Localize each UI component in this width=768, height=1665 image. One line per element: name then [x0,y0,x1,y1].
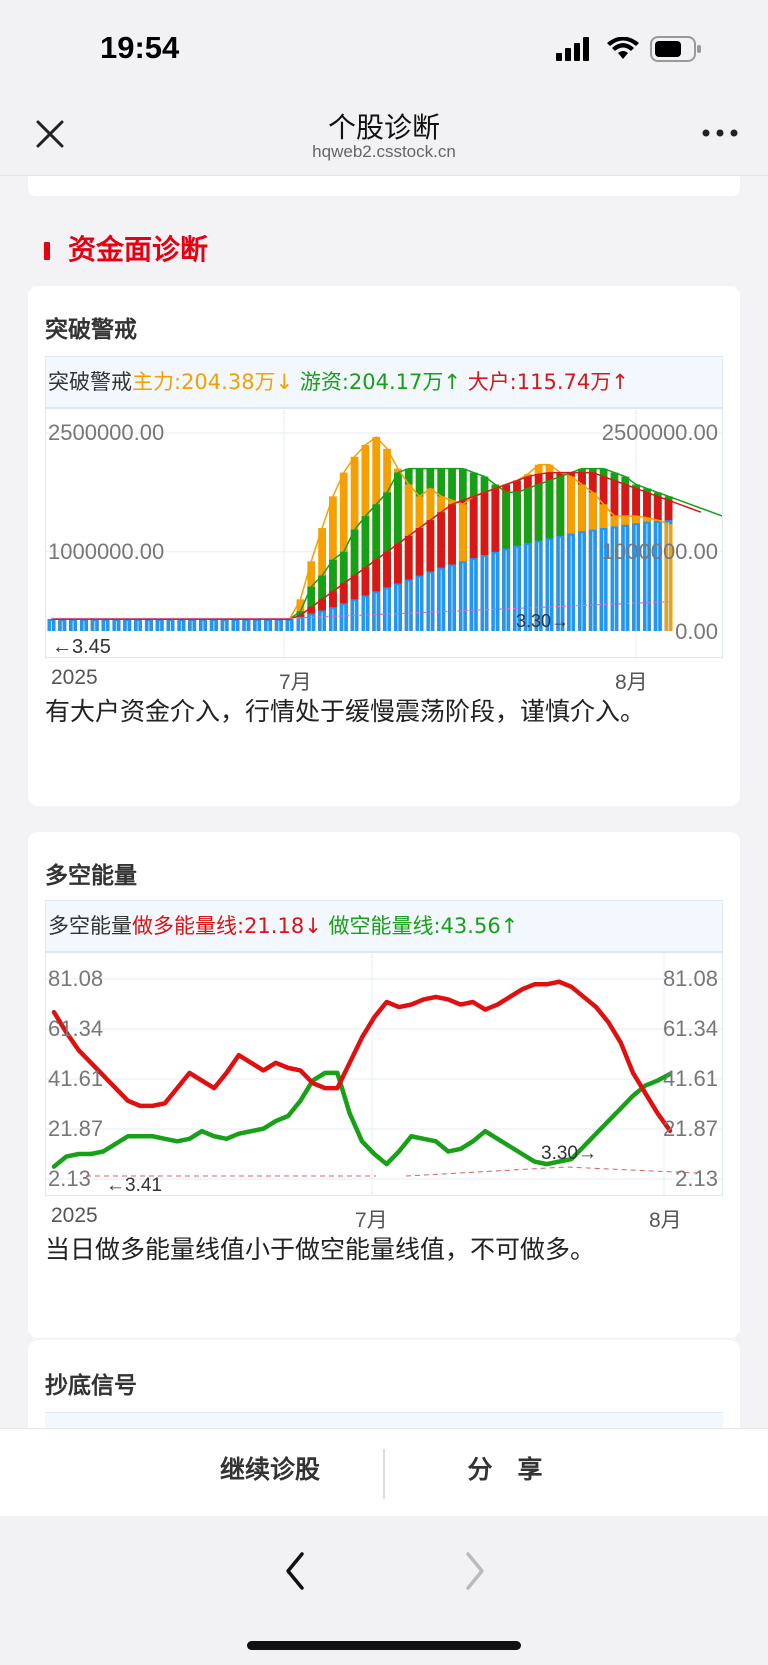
y-label-right: 41.61 [663,1066,718,1091]
signal-icon [556,37,589,61]
x-label: 2025 [51,666,98,689]
x-label: 2025 [51,1204,98,1227]
y-label-left: 21.87 [48,1116,103,1141]
breakthrough-alert-card: 突破警戒 突破警戒主力:204.38万↓ 游资:204.17万↑ 大户:115.… [28,286,745,806]
more-icon[interactable] [700,116,740,151]
legend-hot: 游资:204.17万↑ [299,370,461,394]
x-axis-labels: 2025 7月 8月 [45,666,723,696]
browser-toolbar [0,1516,768,1665]
energy-chart-area[interactable]: 81.08 61.34 41.61 21.87 2.13 81.08 61.34 41.61 2… [45,952,723,1196]
share-button[interactable]: 分 享 [467,1455,543,1484]
continue-diagnosis-button[interactable]: 继续诊股 [219,1455,320,1484]
big-line [51,471,702,620]
previous-card [28,176,740,196]
legend-short: 做空能量线:43.56↑ [328,914,519,938]
long-energy-line [51,979,673,1133]
status-bar: 19:54 [0,0,768,96]
legend-big: 大户:115.74万↑ [467,370,629,394]
bottom-signal-card: 抄底信号 [28,1340,740,1428]
section-title: 资金面诊断 [68,233,209,266]
annotation: 3.30→ [541,1143,597,1164]
x-label: 8月 [615,671,648,694]
long-short-energy-card: 多空能量 多空能量做多能量线:21.18↓ 做空能量线:43.56↑ 81.08… [28,832,740,1338]
baseline-dash [405,1166,697,1177]
breakthrough-chart: 2500000.00 1000000.00 2500000.00 1000000.00… [46,409,745,658]
y-label-right: 81.08 [663,966,718,991]
annotation: 3.30→ [516,611,569,631]
legend-main: 主力:204.38万↓ [132,370,294,394]
back-icon[interactable] [280,1546,310,1596]
bottom-action-bar: 继续诊股 分 享 [0,1428,768,1516]
short-energy-line [51,1070,673,1169]
page-url: hqweb2.csstock.cn [312,142,456,161]
card-title: 抄底信号 [45,1373,137,1399]
diagnosis-text: 有大户资金介入，行情处于缓慢震荡阶段，谨慎介入。 [45,697,646,726]
status-icons [556,36,702,62]
divider [383,1449,385,1499]
annotation: ←3.45 [52,636,111,657]
close-icon[interactable] [28,112,72,156]
y-label-left: 81.08 [48,966,103,991]
x-label: 7月 [279,671,312,694]
y-label-left: 2.13 [48,1166,91,1191]
page-title: 个股诊断 [327,111,440,144]
wifi-icon [607,37,639,59]
y-label-left: 61.34 [48,1016,103,1041]
battery-icon [650,36,701,62]
annotation: ←3.41 [106,1175,162,1195]
section-marker [44,242,50,260]
status-time: 19:54 [100,30,180,65]
chart-legend: 突破警戒主力:204.38万↓ 游资:204.17万↑ 大户:115.74万↑ [45,356,723,408]
y-label-right: 1000000.00 [602,539,718,564]
page-content[interactable]: 资金面诊断 突破警戒 突破警戒主力:204.38万↓ 游资:204.17万↑ 大… [0,176,768,1428]
diagnosis-text: 当日做多能量线值小于做空能量线值，不可做多。 [45,1235,596,1264]
main-line [51,435,669,620]
card-title: 多空能量 [45,863,137,889]
y-label-right: 61.34 [663,1016,718,1041]
forward-icon[interactable] [460,1546,490,1596]
legend-name: 突破警戒 [48,370,132,394]
x-label: 8月 [649,1209,682,1232]
legend-long: 做多能量线:21.18↓ [132,914,322,938]
legend-name: 多空能量 [48,914,132,938]
card-title: 突破警戒 [45,317,137,343]
y-label-right: 2.13 [675,1166,718,1191]
y-label-left: 1000000.00 [48,539,164,564]
energy-chart: 81.08 61.34 41.61 21.87 2.13 81.08 61.34 41.61 2… [46,953,722,1196]
home-indicator [247,1641,521,1650]
y-label-right: 2500000.00 [602,420,718,445]
chart-legend: 多空能量做多能量线:21.18↓ 做空能量线:43.56↑ [45,900,723,952]
y-label-right: 21.87 [663,1116,718,1141]
y-label-left: 2500000.00 [48,420,164,445]
navigation-bar: 个股诊断 hqweb2.csstock.cn [0,96,768,176]
breakthrough-chart-area[interactable]: 2500000.00 1000000.00 2500000.00 1000000.00… [45,408,745,658]
y-label-right: 0.00 [675,619,718,644]
x-axis-labels: 2025 7月 8月 [45,1204,723,1234]
chart-legend [45,1412,723,1428]
x-label: 7月 [355,1209,388,1232]
reference-line [51,601,669,619]
y-label-left: 41.61 [48,1066,103,1091]
